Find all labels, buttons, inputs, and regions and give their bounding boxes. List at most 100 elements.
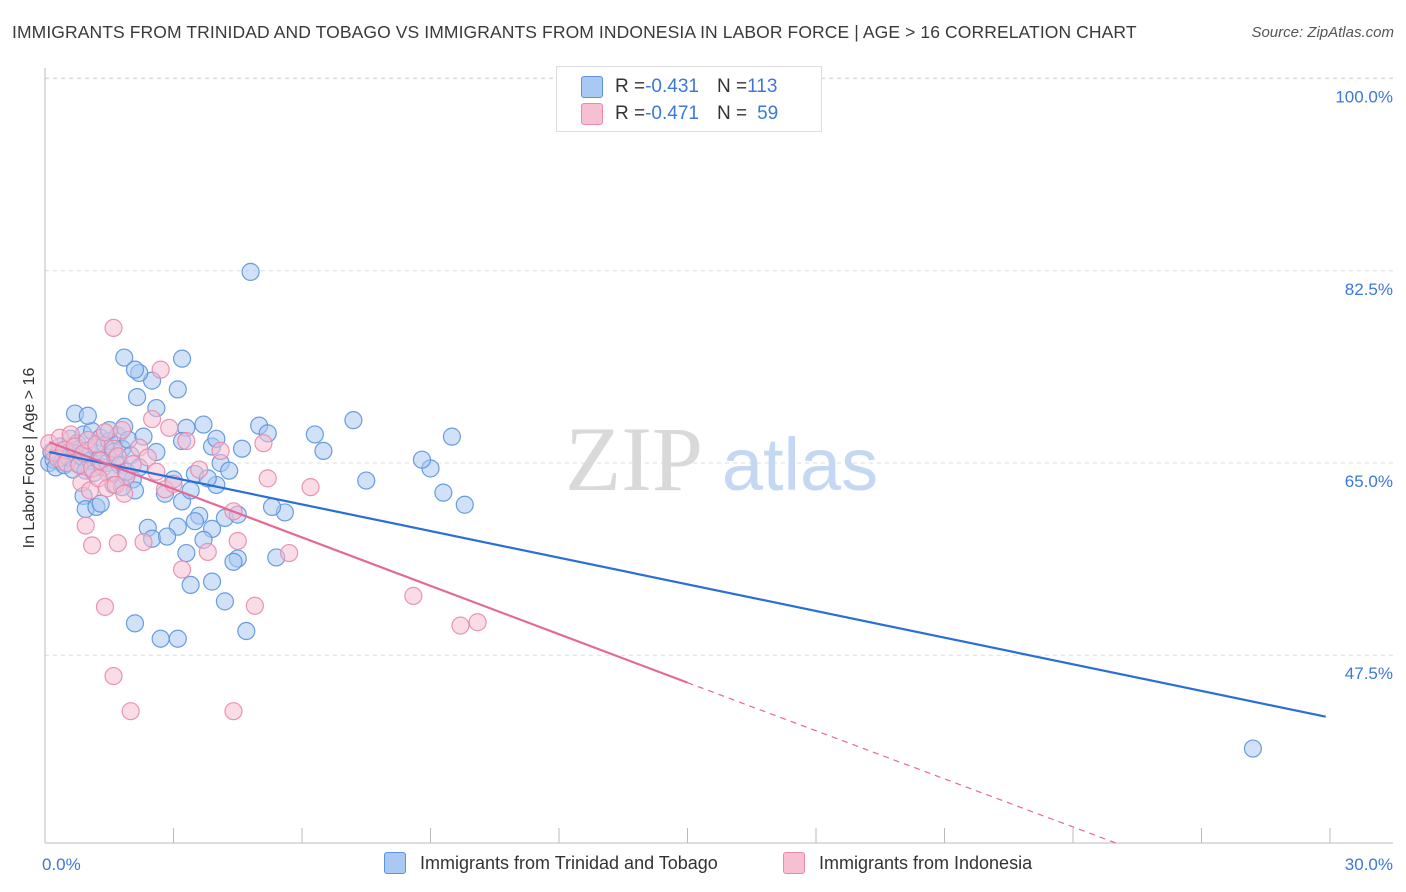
point-trinidad bbox=[177, 543, 196, 563]
point-indonesia bbox=[280, 543, 299, 563]
point-trinidad bbox=[157, 527, 177, 546]
legend-row-trinidad: R = -0.431 N = 113 bbox=[581, 75, 777, 99]
point-indonesia bbox=[104, 318, 123, 338]
point-indonesia bbox=[172, 560, 192, 579]
point-trinidad bbox=[305, 425, 324, 444]
series-indonesia-points bbox=[40, 318, 487, 721]
series-legend-item-indonesia[interactable]: Immigrants from Indonesia bbox=[783, 852, 1032, 874]
point-trinidad bbox=[168, 380, 187, 399]
point-indonesia bbox=[198, 542, 217, 562]
legend-n-value: 113 bbox=[747, 76, 778, 97]
series-legend-item-trinidad[interactable]: Immigrants from Trinidad and Tobago bbox=[384, 852, 718, 874]
point-trinidad bbox=[125, 614, 145, 633]
point-indonesia bbox=[76, 516, 95, 535]
point-trinidad bbox=[220, 461, 239, 480]
point-indonesia bbox=[151, 360, 170, 379]
grid-layer bbox=[45, 77, 1393, 656]
tick-labels: 47.5% 65.0% 82.5% 100.0% 0.0% 30.0% bbox=[42, 88, 1393, 874]
legend-n-value: 59 bbox=[757, 103, 779, 124]
point-indonesia bbox=[115, 484, 134, 503]
point-indonesia bbox=[468, 613, 487, 632]
trend-line-indonesia-extension bbox=[687, 682, 1117, 844]
point-indonesia bbox=[258, 469, 277, 488]
point-trinidad bbox=[442, 427, 462, 446]
y-tick-label: 100.0% bbox=[1335, 88, 1393, 107]
point-indonesia bbox=[228, 531, 247, 551]
legend-r-value: -0.471 bbox=[645, 103, 699, 124]
series-trinidad-points bbox=[40, 262, 1263, 758]
point-trinidad bbox=[344, 411, 363, 430]
series-legend-label: Immigrants from Indonesia bbox=[819, 852, 1033, 873]
trend-line-trinidad bbox=[49, 450, 1326, 718]
point-trinidad bbox=[181, 575, 200, 595]
point-indonesia bbox=[224, 702, 243, 721]
point-indonesia bbox=[138, 448, 157, 467]
point-indonesia bbox=[121, 702, 140, 721]
series-legend-label: Immigrants from Trinidad and Tobago bbox=[420, 852, 718, 873]
point-indonesia bbox=[451, 616, 470, 635]
point-trinidad bbox=[455, 495, 474, 514]
x-tick-label: 30.0% bbox=[1345, 855, 1393, 874]
point-trinidad bbox=[115, 348, 134, 367]
point-trinidad bbox=[185, 512, 205, 531]
point-trinidad bbox=[168, 629, 187, 648]
point-indonesia bbox=[108, 534, 127, 553]
chart-title: IMMIGRANTS FROM TRINIDAD AND TOBAGO VS I… bbox=[12, 22, 1137, 42]
point-trinidad bbox=[224, 552, 243, 571]
legend-n-label: N = bbox=[716, 76, 748, 97]
point-indonesia bbox=[404, 586, 423, 605]
point-trinidad bbox=[215, 592, 234, 611]
point-indonesia bbox=[112, 420, 132, 440]
point-indonesia bbox=[211, 441, 230, 461]
series-legend: Immigrants from Trinidad and Tobago Immi… bbox=[0, 852, 1406, 876]
point-trinidad bbox=[127, 387, 147, 407]
point-indonesia bbox=[147, 462, 166, 481]
correlation-legend: R = -0.431 N = 113 R = -0.471 N = 59 bbox=[556, 66, 822, 132]
y-tick-label: 65.0% bbox=[1345, 472, 1393, 491]
point-trinidad bbox=[357, 471, 376, 490]
legend-r-value: -0.431 bbox=[645, 76, 699, 97]
point-trinidad bbox=[232, 439, 252, 458]
watermark-atlas: atlas bbox=[722, 423, 878, 506]
point-trinidad bbox=[91, 494, 110, 513]
point-indonesia bbox=[142, 409, 162, 429]
legend-swatch-indonesia bbox=[581, 103, 603, 125]
point-trinidad bbox=[151, 629, 170, 648]
point-trinidad bbox=[241, 262, 260, 281]
point-trinidad bbox=[237, 621, 256, 641]
legend-row-indonesia: R = -0.471 N = 59 bbox=[581, 102, 778, 126]
point-indonesia bbox=[108, 447, 127, 466]
x-tick-label: 0.0% bbox=[42, 855, 81, 874]
point-trinidad bbox=[1243, 739, 1263, 758]
series-swatch-trinidad bbox=[384, 852, 406, 874]
point-indonesia bbox=[83, 536, 102, 555]
watermark-zip: ZIP bbox=[565, 408, 703, 510]
point-trinidad bbox=[125, 360, 145, 379]
point-trinidad bbox=[202, 572, 222, 591]
point-indonesia bbox=[177, 431, 196, 451]
trend-lines bbox=[48, 441, 1326, 844]
source-label: Source: ZipAtlas.com bbox=[1251, 24, 1394, 41]
legend-r-label: R = bbox=[615, 76, 646, 97]
point-indonesia bbox=[245, 596, 264, 615]
point-trinidad bbox=[314, 441, 333, 461]
point-indonesia bbox=[95, 423, 115, 442]
point-indonesia bbox=[104, 666, 123, 686]
point-indonesia bbox=[95, 597, 115, 616]
point-trinidad bbox=[172, 349, 192, 368]
point-indonesia bbox=[301, 478, 320, 497]
point-trinidad bbox=[434, 483, 453, 502]
point-indonesia bbox=[134, 532, 153, 552]
watermark: ZIP atlas bbox=[565, 408, 878, 510]
point-indonesia bbox=[190, 460, 209, 479]
point-indonesia bbox=[254, 434, 273, 453]
point-trinidad bbox=[412, 450, 432, 469]
y-tick-label: 82.5% bbox=[1345, 280, 1393, 299]
y-axis-label: In Labor Force | Age > 16 bbox=[21, 367, 38, 549]
legend-swatch-trinidad bbox=[581, 76, 603, 98]
series-swatch-indonesia bbox=[783, 852, 805, 874]
point-indonesia bbox=[160, 418, 179, 437]
legend-r-label: R = bbox=[615, 103, 646, 124]
y-tick-label: 47.5% bbox=[1345, 664, 1393, 683]
